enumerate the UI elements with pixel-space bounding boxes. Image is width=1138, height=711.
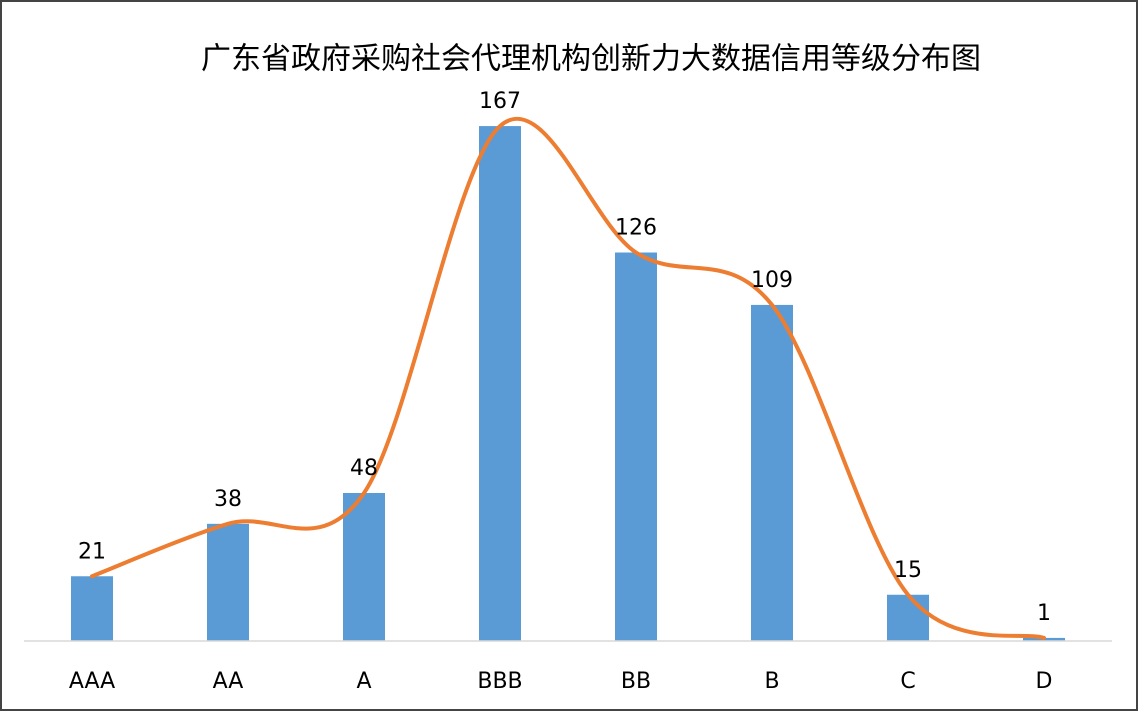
bar: [71, 576, 113, 641]
bar: [615, 252, 657, 641]
value-label: 48: [350, 456, 378, 481]
bar: [479, 126, 521, 642]
x-tick-label: B: [764, 669, 779, 694]
value-label: 21: [78, 539, 106, 564]
value-label: 15: [894, 558, 922, 583]
bar: [751, 304, 793, 641]
x-tick-label: C: [900, 669, 915, 694]
value-label: 167: [479, 89, 521, 114]
value-label: 109: [751, 268, 793, 293]
value-label: 1: [1037, 601, 1051, 626]
x-tick-label: AA: [213, 669, 244, 694]
x-tick-label: D: [1036, 669, 1053, 694]
value-label: 126: [615, 216, 657, 241]
x-tick-label: BB: [621, 669, 651, 694]
bar: [887, 594, 929, 641]
x-tick-label: A: [356, 669, 371, 694]
value-label: 38: [214, 487, 242, 512]
chart-title: 广东省政府采购社会代理机构创新力大数据信用等级分布图: [201, 42, 981, 77]
x-tick-label: BBB: [477, 669, 522, 694]
bar: [343, 493, 385, 641]
trend-line: [90, 116, 1046, 640]
bar: [207, 523, 249, 641]
x-tick-label: AAA: [69, 669, 115, 694]
